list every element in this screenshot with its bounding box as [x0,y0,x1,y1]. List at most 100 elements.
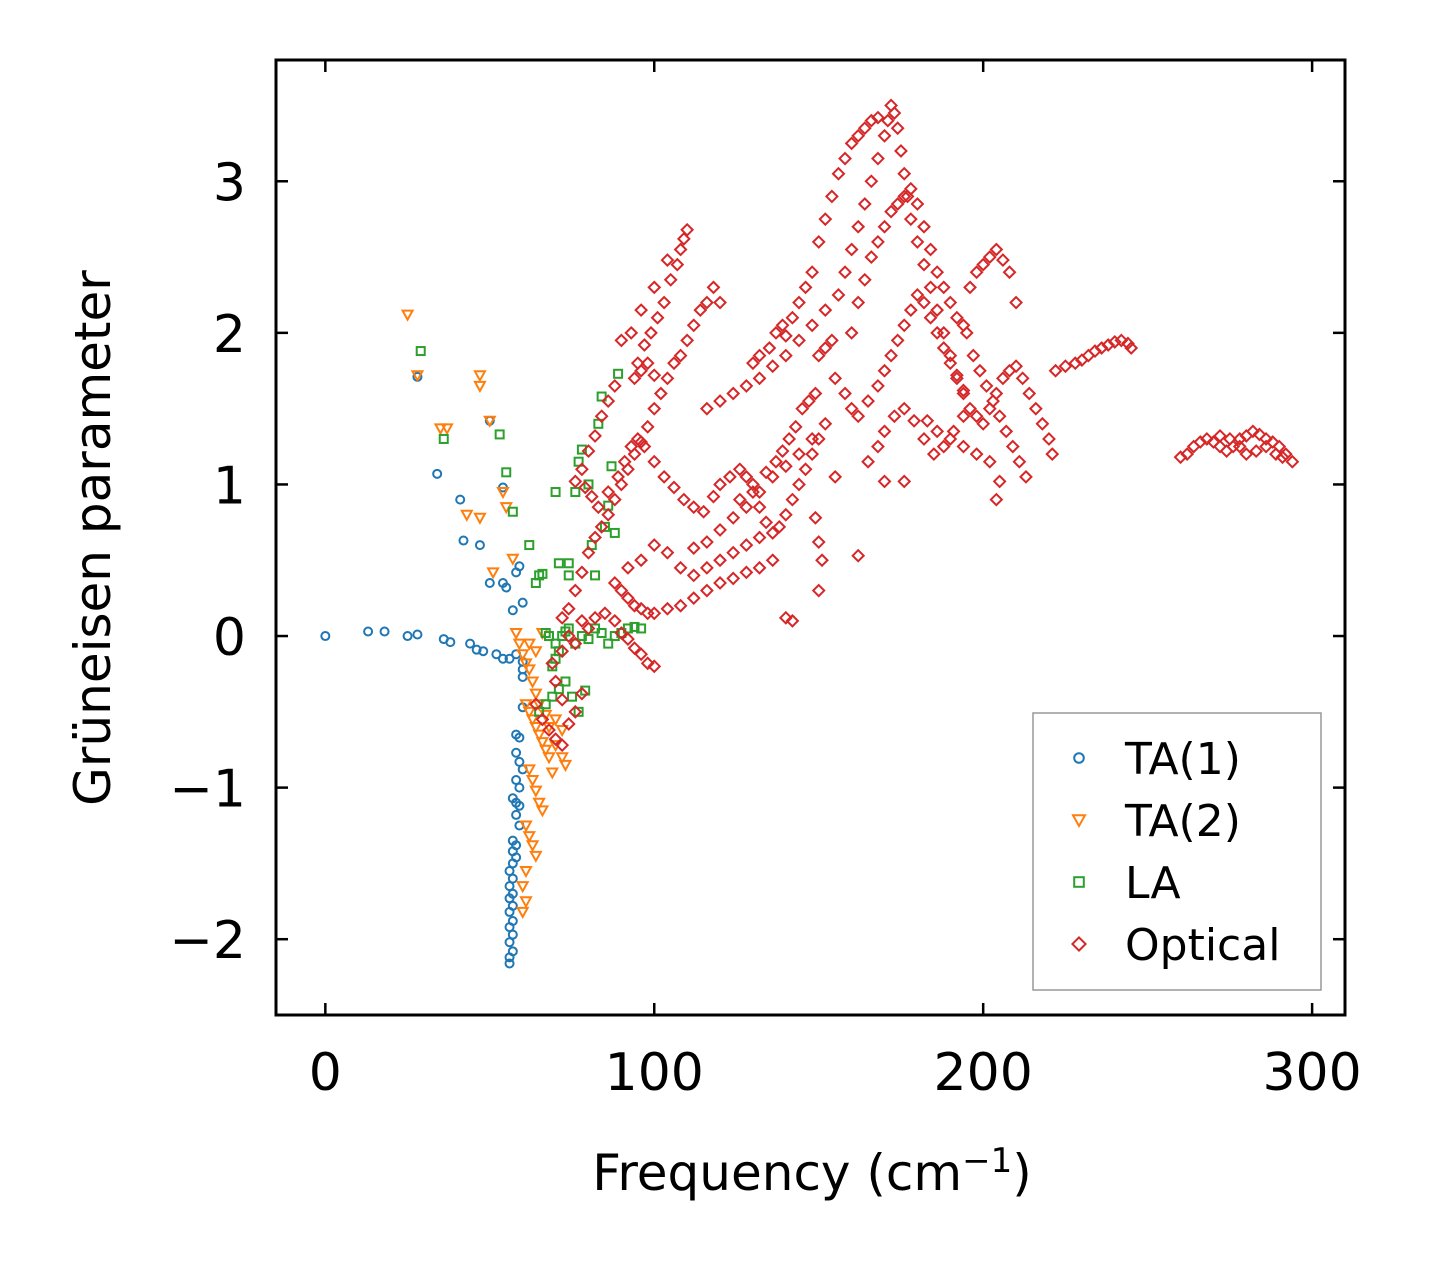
data-point [458,535,469,546]
data-point [920,413,935,428]
data-point [621,560,635,575]
data-point [512,638,527,651]
data-point [507,605,518,616]
data-point [871,378,885,393]
data-point [969,447,984,462]
data-point [522,764,536,777]
data-point [509,628,523,641]
data-point [775,444,790,459]
data-point [473,512,487,525]
data-point [522,831,536,844]
data-point [699,583,714,598]
data-point [949,310,964,325]
data-point [1252,427,1267,442]
data-point [713,576,727,590]
data-point [917,432,931,446]
plot-frame [274,58,1347,1017]
data-point [999,424,1014,439]
data-point [614,626,629,640]
data-point [963,401,977,416]
legend-label-optical: Optical [1125,920,1280,971]
data-point [739,565,754,580]
data-point [634,303,649,318]
data-point [504,937,515,948]
data-point [497,653,508,664]
data-point [765,526,780,540]
data-point [792,477,806,492]
data-point [496,487,510,500]
data-point [504,952,515,963]
data-point [574,686,589,701]
data-point [989,242,1004,257]
data-point [515,906,530,919]
data-point [524,540,535,551]
data-point [663,272,678,287]
data-point [838,386,852,401]
data-point [400,309,415,322]
data-point [525,775,540,788]
data-point [410,370,425,383]
data-point [591,500,606,515]
data-point [785,492,800,507]
data-point [506,553,520,566]
data-point [528,697,543,712]
data-point [673,598,688,613]
y-tick-label: −1 [169,760,246,820]
data-point [762,341,777,355]
data-point [693,303,708,318]
data-point [561,717,576,731]
data-point [1259,439,1273,454]
data-point [818,416,833,431]
data-point [805,432,820,446]
data-point [402,631,413,642]
data-point [497,577,508,588]
data-point [588,530,602,545]
data-point [483,415,497,428]
data-point [525,676,540,689]
data-point [676,231,691,246]
data-point [676,492,691,507]
data-point [897,318,912,333]
data-point [473,370,487,383]
data-point [1222,432,1237,446]
data-point [752,348,767,363]
data-point [507,506,518,517]
data-point [861,394,875,408]
data-point [844,325,859,340]
data-point [594,519,609,534]
data-point [871,234,885,249]
data-point [555,610,570,625]
data-point [1009,359,1023,374]
data-point [563,623,574,634]
data-point [956,409,971,424]
data-point [412,629,423,640]
data-point [746,356,760,371]
data-point [897,474,912,489]
data-point [857,121,872,136]
data-point [838,265,852,280]
data-point [989,492,1004,507]
data-point [1035,416,1050,431]
data-point [653,386,668,401]
data-point [573,706,584,717]
data-point [1265,435,1280,449]
data-point [379,626,390,637]
data-point [519,699,533,712]
data-point [574,462,589,477]
data-point [903,181,918,196]
data-point [637,439,652,454]
data-point [986,394,1000,408]
data-point [857,272,872,287]
data-point [778,328,793,343]
data-point [660,601,675,616]
data-point [778,610,793,625]
data-point [996,371,1010,386]
data-point [699,560,714,575]
data-point [621,632,635,646]
data-point [1048,363,1063,378]
data-point [936,439,951,454]
data-point [732,462,747,477]
data-point [514,782,525,793]
data-point [584,489,599,504]
data-point [522,664,536,677]
